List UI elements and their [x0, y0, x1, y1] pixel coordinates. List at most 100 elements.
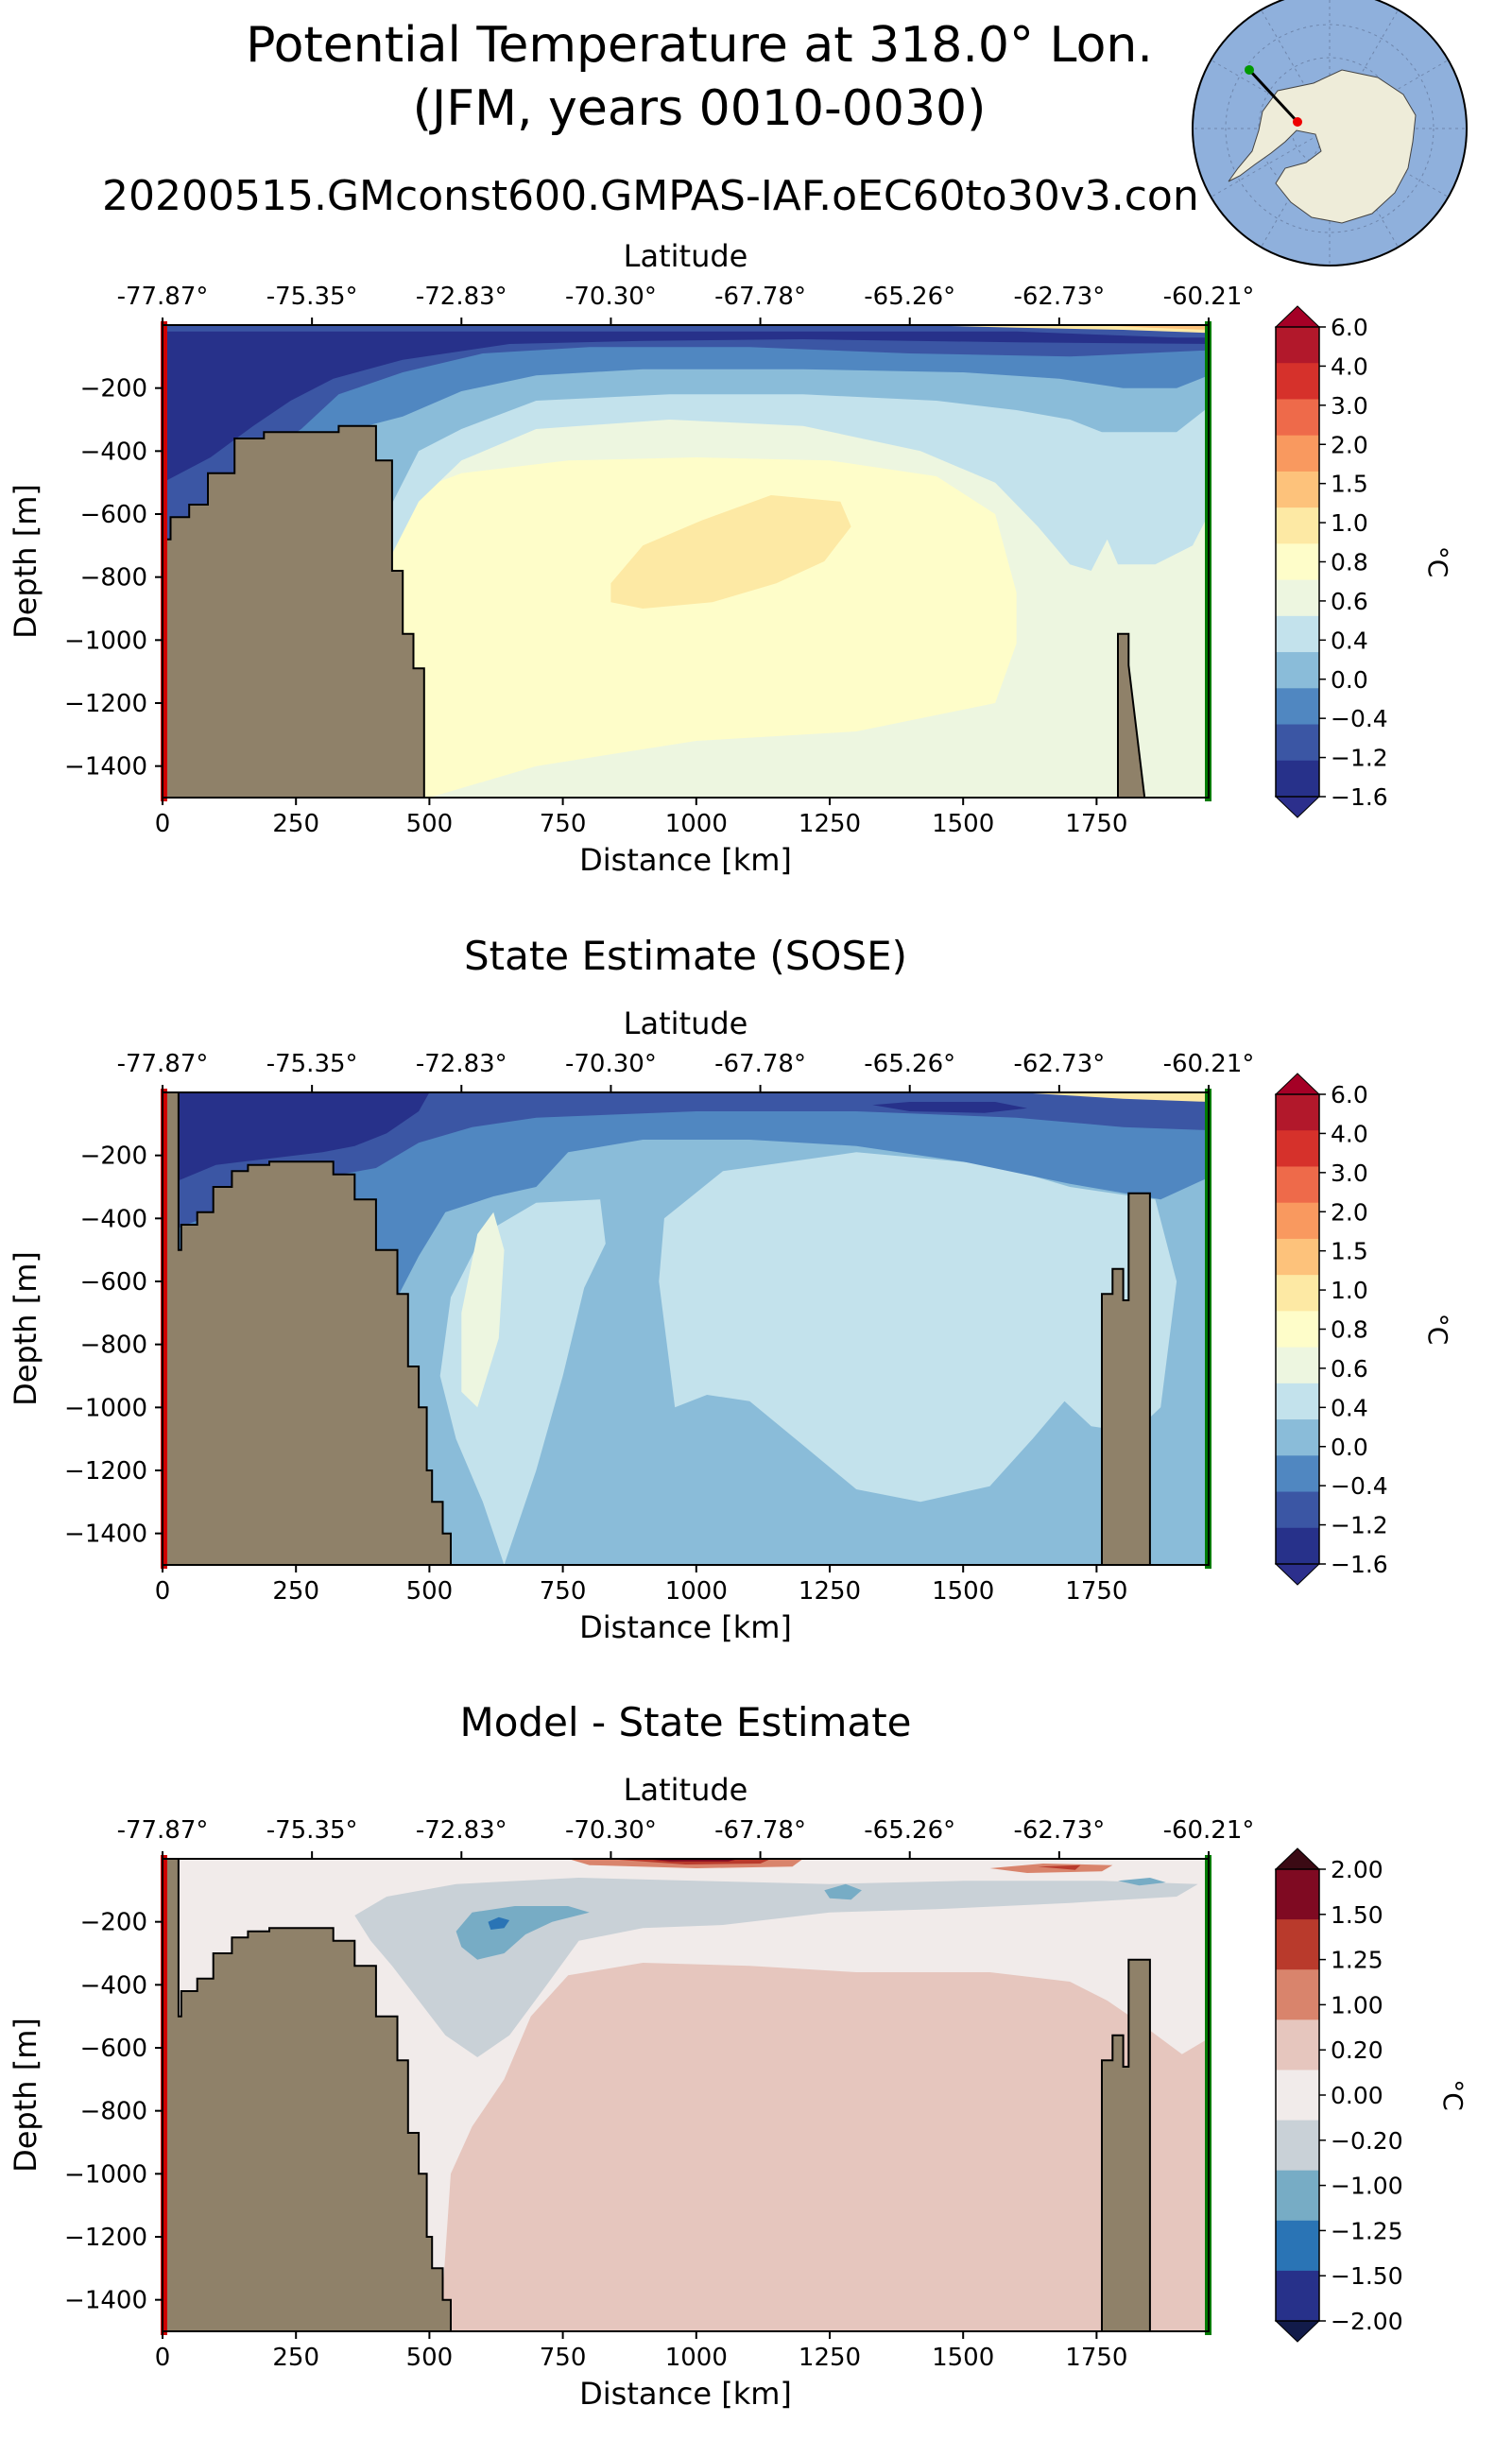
x-axis-label: Distance [km]	[579, 2376, 792, 2412]
transect-start-dot	[1293, 117, 1302, 127]
y-tick-label: −600	[80, 501, 147, 529]
latitude-tick-label: -75.35°	[266, 1050, 358, 1078]
colorbar-extend-min	[1274, 2320, 1321, 2343]
section-start-marker	[161, 321, 167, 801]
colorbar-segment	[1276, 1166, 1319, 1204]
transect-end-dot	[1245, 65, 1254, 75]
bathymetry-shelf	[163, 424, 425, 798]
bathymetry-ridge	[1117, 632, 1146, 798]
colorbar-tick-label: 4.0	[1331, 1120, 1368, 1147]
colorbar-label: °C	[1437, 2079, 1469, 2111]
panel-3-plot-area	[163, 1859, 1209, 2331]
x-tick-label: 1500	[932, 1577, 994, 1606]
colorbar-tick-label: 3.0	[1331, 392, 1368, 420]
colorbar-tick-label: 0.4	[1331, 627, 1368, 654]
colorbar-tick-label: 2.0	[1331, 1198, 1368, 1226]
colorbar-tick-label: −1.2	[1331, 1512, 1388, 1539]
colorbar-tick-label: 2.0	[1331, 431, 1368, 458]
colorbar-segment	[1276, 579, 1319, 617]
graticule-meridian	[1261, 9, 1331, 129]
x-tick-label: 1000	[665, 810, 728, 838]
x-tick-label: 500	[406, 810, 454, 838]
latitude-tick-label: -77.87°	[117, 1050, 209, 1078]
latitude-tick-label: -70.30°	[565, 1816, 657, 1845]
colorbar-tick-label: −1.6	[1331, 1551, 1388, 1578]
latitude-tick-label: -70.30°	[565, 283, 657, 311]
y-tick-label: −800	[80, 2098, 147, 2126]
y-tick-label: −400	[80, 1205, 147, 1233]
latitude-tick-label: -75.35°	[266, 283, 358, 311]
colorbar-extend-max	[1274, 1847, 1321, 1870]
x-tick-label: 1250	[799, 810, 861, 838]
x-tick-label: 0	[155, 2344, 171, 2372]
colorbar-tick-label: 1.5	[1331, 1238, 1368, 1265]
latitude-tick-label: -60.21°	[1163, 1816, 1255, 1845]
colorbar-segment	[1276, 1919, 1319, 1970]
latitude-tick-label: -75.35°	[266, 1816, 358, 1845]
y-tick-label: −1400	[64, 753, 147, 782]
x-tick-label: 1000	[665, 2344, 728, 2372]
graticule-meridian	[1211, 128, 1331, 198]
colorbar-segment	[1276, 2270, 1319, 2322]
colorbar-tick-label: 4.0	[1331, 352, 1368, 380]
colorbar-tick-label: 0.0	[1331, 666, 1368, 694]
colorbar-tick-label: 0.6	[1331, 1355, 1368, 1383]
x-tick-label: 1750	[1065, 2344, 1127, 2372]
x-tick-label: 1500	[932, 810, 994, 838]
x-tick-label: 1750	[1065, 1577, 1127, 1606]
colorbar-segment	[1276, 327, 1319, 364]
inset-map	[1192, 0, 1468, 266]
contour-band-neg1.50-neg1.25	[488, 1916, 510, 1930]
latitude-tick-label: -77.87°	[117, 1816, 209, 1845]
y-axis-label: Depth [m]	[8, 484, 43, 639]
panel-title: State Estimate (SOSE)	[464, 933, 907, 979]
run-name-title: 20200515.GMconst600.GMPAS-IAF.oEC60to30v…	[102, 173, 1199, 220]
x-tick-label: 500	[406, 1577, 454, 1606]
x-tick-label: 250	[272, 810, 319, 838]
latitude-tick-label: -65.26°	[864, 283, 955, 311]
y-tick-label: −600	[80, 2035, 147, 2063]
colorbar-tick-label: −0.4	[1331, 1472, 1388, 1500]
x-tick-label: 250	[272, 1577, 319, 1606]
y-tick-label: −1200	[64, 690, 147, 718]
graticule-meridian	[1329, 9, 1399, 129]
colorbar-segment	[1276, 1383, 1319, 1420]
latitude-tick-label: -67.78°	[714, 1050, 806, 1078]
panel-2-plot-area	[163, 1092, 1209, 1565]
y-tick-label: −400	[80, 1971, 147, 2000]
colorbar-segment	[1276, 471, 1319, 508]
panel-3-frame	[162, 1858, 1210, 2332]
contour-band-surface-warmer	[1096, 325, 1209, 330]
contour-band-below-neg1.6-b	[872, 1102, 1027, 1113]
panel-2-frame	[162, 1091, 1210, 1566]
colorbar-tick-label: 1.25	[1331, 1947, 1383, 1974]
y-tick-label: −400	[80, 438, 147, 466]
colorbar-tick-label: −1.25	[1331, 2217, 1403, 2244]
latitude-tick-label: -62.73°	[1013, 1816, 1105, 1845]
y-tick-label: −1400	[64, 2287, 147, 2315]
colorbar-segment	[1276, 1869, 1319, 1920]
section-start-marker	[161, 1855, 167, 2335]
colorbar-tick-label: 2.00	[1331, 1856, 1383, 1883]
y-tick-label: −200	[80, 375, 147, 404]
y-tick-label: −800	[80, 1332, 147, 1360]
colorbar-tick-label: 0.0	[1331, 1434, 1368, 1461]
colorbar-tick-label: −1.00	[1331, 2173, 1403, 2200]
x-tick-label: 1250	[799, 1577, 861, 1606]
latitude-axis-label: Latitude	[624, 1005, 748, 1041]
colorbar-tick-label: 1.0	[1331, 509, 1368, 537]
colorbar-tick-label: 3.0	[1331, 1160, 1368, 1187]
y-axis-label: Depth [m]	[8, 1251, 43, 1406]
colorbar-segment	[1276, 1130, 1319, 1167]
colorbar-tick-label: 6.0	[1331, 1081, 1368, 1108]
figure-title-line-2: (JFM, years 0010-0030)	[412, 80, 987, 137]
colorbar-segment	[1276, 363, 1319, 400]
latitude-tick-label: -60.21°	[1163, 283, 1255, 311]
figure-title-line-1: Potential Temperature at 318.0° Lon.	[246, 17, 1153, 74]
y-tick-label: −800	[80, 564, 147, 593]
colorbar-extend-min	[1274, 796, 1321, 818]
colorbar-segment	[1276, 1419, 1319, 1456]
contour-band-0.0-0.4-b	[659, 1152, 1177, 1503]
